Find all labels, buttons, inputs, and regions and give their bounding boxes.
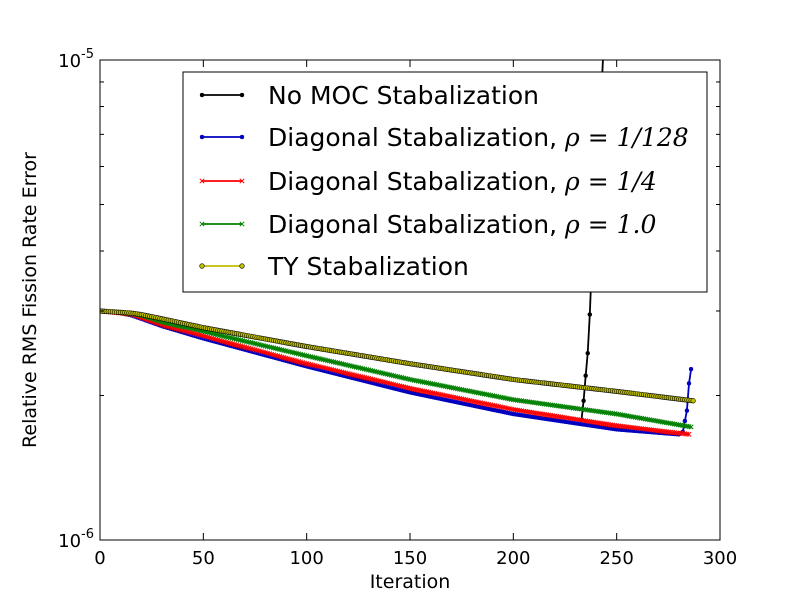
series-layer [100,29,696,437]
legend-label: Diagonal Stabalization, ρ = 1/4 [268,167,657,196]
data-point [199,134,205,140]
data-point [587,312,593,317]
data-point [686,431,692,437]
series-5 [100,308,696,404]
data-point [239,263,245,269]
legend-label: No MOC Stabalization [268,81,539,110]
legend-entry: Diagonal Stabalization, ρ = 1.0 [199,210,656,239]
ticks-layer: 0 50 100 150 200 250 300 10-6 10-5 [58,47,737,569]
series-line [100,310,690,436]
data-point [688,424,694,430]
data-point [239,221,245,227]
data-point [684,408,690,413]
legend: No MOC Stabalization Diagonal Stabalizati… [182,71,708,293]
series-3 [100,308,692,437]
x-tick-label: 300 [703,548,737,569]
legend-label: Diagonal Stabalization, ρ = 1/128 [268,123,689,152]
x-tick-label: 200 [496,548,530,569]
data-point [686,381,692,386]
x-tick-label: 100 [289,548,323,569]
legend-entry: TY Stabalization [199,252,469,281]
legend-frame [182,71,708,293]
legend-entry: Diagonal Stabalization, ρ = 1/128 [199,123,689,152]
x-tick-label: 150 [393,548,427,569]
data-point [239,134,245,140]
data-point [682,418,688,424]
data-point [239,92,245,98]
data-point [199,221,205,227]
data-point [239,178,245,184]
data-point [199,178,205,184]
legend-label: TY Stabalization [267,252,469,281]
legend-entry: Diagonal Stabalization, ρ = 1/4 [199,167,657,196]
y-tick-label: 10-5 [58,47,94,72]
data-point [583,373,588,378]
data-point [199,263,205,269]
x-axis-label: Iteration [370,571,451,593]
data-point [688,366,694,372]
legend-entry: No MOC Stabalization [199,81,539,110]
legend-label: Diagonal Stabalization, ρ = 1.0 [268,210,656,239]
data-point [690,398,696,404]
data-point [602,29,606,33]
data-point [199,92,205,98]
x-tick-label: 0 [94,548,105,569]
x-tick-label: 250 [599,548,633,569]
y-tick-label: 10-6 [58,527,94,552]
x-tick-label: 50 [192,548,215,569]
data-point [585,350,590,356]
data-point [581,398,586,404]
y-axis-label: Relative RMS Fission Rate Error [19,152,41,448]
